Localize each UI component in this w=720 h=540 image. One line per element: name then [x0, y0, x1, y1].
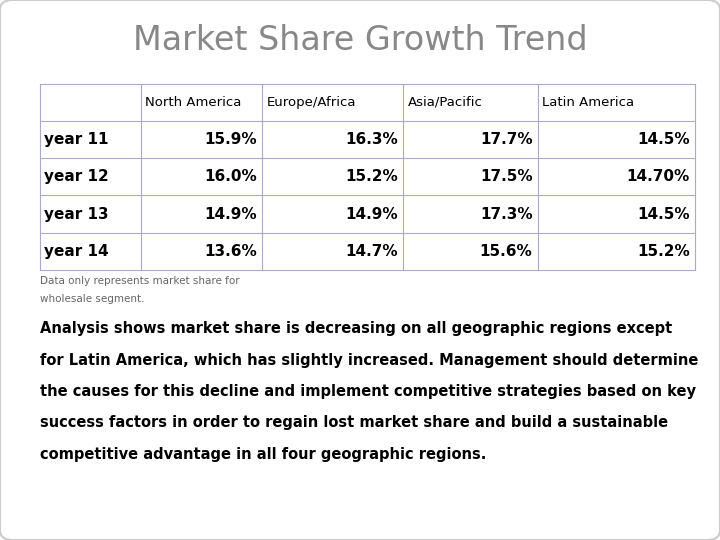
Text: the causes for this decline and implement competitive strategies based on key: the causes for this decline and implemen… — [40, 384, 696, 399]
Text: 16.3%: 16.3% — [346, 132, 398, 147]
Text: 14.9%: 14.9% — [346, 207, 398, 221]
Text: Market Share Growth Trend: Market Share Growth Trend — [132, 24, 588, 57]
Text: 17.7%: 17.7% — [480, 132, 533, 147]
Text: competitive advantage in all four geographic regions.: competitive advantage in all four geogra… — [40, 447, 486, 462]
Text: for Latin America, which has slightly increased. Management should determine: for Latin America, which has slightly in… — [40, 353, 698, 368]
Text: 17.3%: 17.3% — [480, 207, 533, 221]
Text: year 11: year 11 — [44, 132, 109, 147]
Text: wholesale segment.: wholesale segment. — [40, 294, 144, 304]
Text: 15.6%: 15.6% — [480, 244, 533, 259]
Text: 17.5%: 17.5% — [480, 170, 533, 184]
Text: 14.70%: 14.70% — [626, 170, 690, 184]
Text: 15.9%: 15.9% — [204, 132, 257, 147]
Text: 14.9%: 14.9% — [204, 207, 257, 221]
Text: Europe/Africa: Europe/Africa — [266, 96, 356, 109]
Text: 15.2%: 15.2% — [346, 170, 398, 184]
Text: year 14: year 14 — [44, 244, 109, 259]
Text: 14.5%: 14.5% — [637, 132, 690, 147]
Text: 16.0%: 16.0% — [204, 170, 257, 184]
Text: 14.7%: 14.7% — [346, 244, 398, 259]
Text: Latin America: Latin America — [542, 96, 634, 109]
Text: year 13: year 13 — [44, 207, 109, 221]
Text: year 12: year 12 — [44, 170, 109, 184]
Text: North America: North America — [145, 96, 242, 109]
Text: Analysis shows market share is decreasing on all geographic regions except: Analysis shows market share is decreasin… — [40, 321, 672, 336]
Text: 14.5%: 14.5% — [637, 207, 690, 221]
Text: Asia/Pacific: Asia/Pacific — [408, 96, 482, 109]
Text: 13.6%: 13.6% — [204, 244, 257, 259]
Text: 15.2%: 15.2% — [637, 244, 690, 259]
Text: success factors in order to regain lost market share and build a sustainable: success factors in order to regain lost … — [40, 415, 667, 430]
Text: Data only represents market share for: Data only represents market share for — [40, 276, 239, 287]
